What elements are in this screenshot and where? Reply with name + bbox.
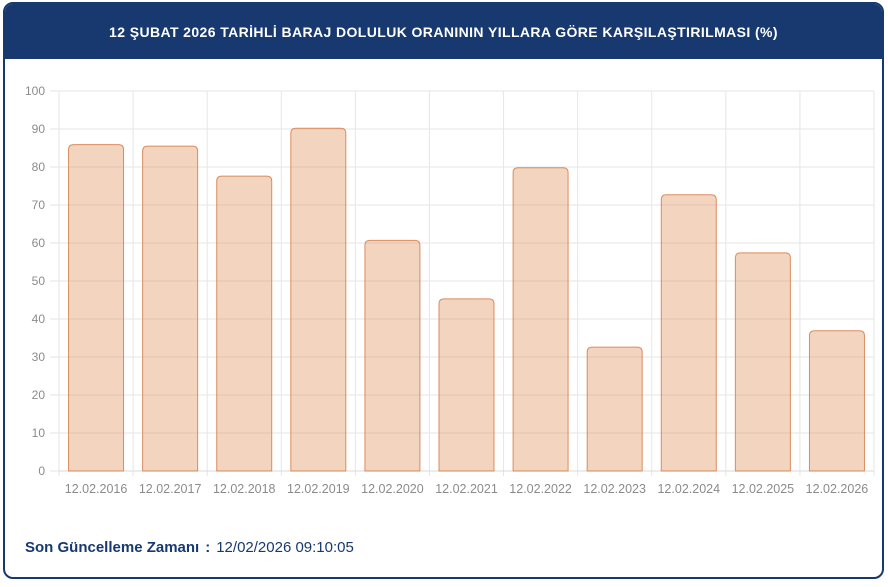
y-axis-tick-label: 30 <box>32 350 46 364</box>
x-axis-category-label: 12.02.2020 <box>361 482 424 496</box>
x-axis-category-label: 12.02.2026 <box>806 482 869 496</box>
x-axis-category-label: 12.02.2025 <box>732 482 795 496</box>
y-axis-tick-label: 70 <box>32 198 46 212</box>
x-axis-category-label: 12.02.2019 <box>287 482 350 496</box>
y-axis-tick-label: 10 <box>32 426 46 440</box>
y-axis-tick-label: 60 <box>32 236 46 250</box>
y-axis-tick-label: 50 <box>32 274 46 288</box>
x-axis-category-label: 12.02.2021 <box>435 482 498 496</box>
last-update-separator: : <box>205 538 211 556</box>
bar-12.02.2024 <box>660 194 717 472</box>
x-axis-category-label: 12.02.2024 <box>657 482 720 496</box>
bar-12.02.2022 <box>512 167 569 472</box>
bar-12.02.2021 <box>438 298 495 472</box>
y-axis-tick-label: 100 <box>25 84 45 98</box>
x-axis-category-label: 12.02.2017 <box>139 482 202 496</box>
y-axis-tick-label: 0 <box>38 464 45 478</box>
bar-12.02.2023 <box>586 346 643 472</box>
last-update-label: Son Güncelleme Zamanı <box>25 538 200 556</box>
bar-12.02.2017 <box>142 145 199 472</box>
bar-12.02.2016 <box>68 144 125 472</box>
y-axis-tick-label: 80 <box>32 160 46 174</box>
x-axis-category-label: 12.02.2023 <box>583 482 646 496</box>
bar-12.02.2020 <box>364 239 421 472</box>
bar-12.02.2018 <box>216 175 273 472</box>
x-axis-category-label: 12.02.2016 <box>65 482 128 496</box>
last-update-status: Son Güncelleme Zamanı : 12/02/2026 09:10… <box>25 532 354 562</box>
bar-12.02.2019 <box>290 127 347 472</box>
y-axis-tick-label: 20 <box>32 388 46 402</box>
bar-12.02.2026 <box>808 330 865 472</box>
y-axis-tick-label: 40 <box>32 312 46 326</box>
dam-occupancy-card: 12 ŞUBAT 2026 TARİHLİ BARAJ DOLULUK ORAN… <box>3 2 884 579</box>
x-axis-category-label: 12.02.2022 <box>509 482 572 496</box>
y-axis-tick-label: 90 <box>32 122 46 136</box>
bar-12.02.2025 <box>734 252 791 472</box>
chart-title: 12 ŞUBAT 2026 TARİHLİ BARAJ DOLULUK ORAN… <box>109 23 778 40</box>
bar-chart: 0 10 20 30 40 50 60 70 80 90 100 12.02.2016 12.02.20… <box>25 84 875 496</box>
chart-area: 0 10 20 30 40 50 60 70 80 90 100 12.02.2016 12.02.20… <box>5 59 882 519</box>
x-axis-category-label: 12.02.2018 <box>213 482 276 496</box>
last-update-value: 12/02/2026 09:10:05 <box>216 538 354 556</box>
card-header: 12 ŞUBAT 2026 TARİHLİ BARAJ DOLULUK ORAN… <box>5 4 882 59</box>
